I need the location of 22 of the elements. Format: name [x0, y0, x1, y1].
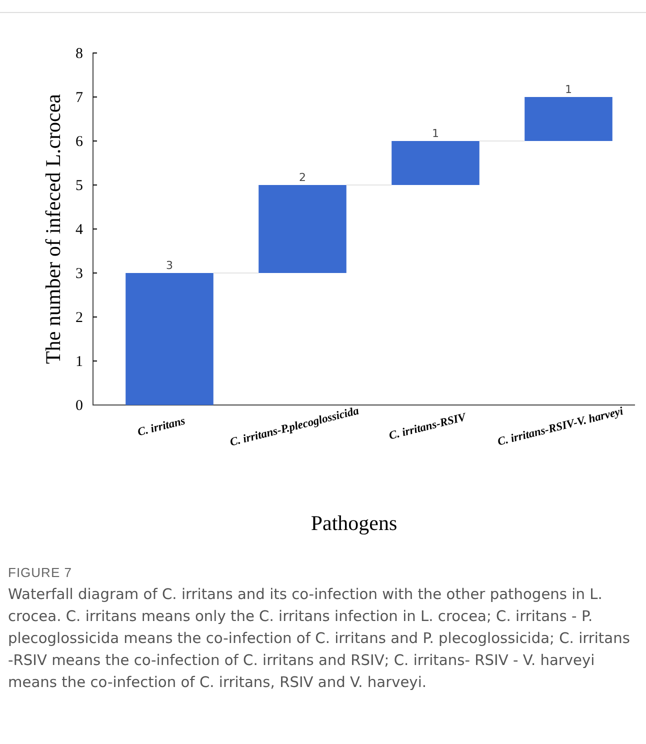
- y-tick-label: 8: [76, 46, 83, 62]
- bar: [258, 185, 346, 273]
- bar: [126, 273, 214, 405]
- y-tick-label: 0: [76, 398, 83, 414]
- x-tick-label: C. irritans: [136, 415, 188, 439]
- data-label: 2: [299, 171, 306, 184]
- y-tick-label: 1: [76, 354, 83, 370]
- data-label: 1: [432, 127, 439, 140]
- y-tick-label: 4: [76, 222, 84, 238]
- y-tick-label: 5: [76, 178, 83, 194]
- y-tick-label: 7: [76, 90, 84, 106]
- data-label: 3: [166, 259, 173, 272]
- text: Waterfall diagram of C. irritans and its co-infection with the other pathogens in L. crocea. C. irritans means only the C. irritans infection in L. crocea; C. irritans - P. plecoglossicida means the co-infection of C. irritans and P. plecoglossicida; C. irritans -RSIV means the co-infection of C. irritans and RSIV; C. irritans- RSIV - V. harveyi means the co-infection of C. irritans, RSIV and V. harveyi.: [8, 585, 631, 693]
- data-label: 1: [565, 83, 572, 96]
- bar: [524, 97, 612, 141]
- caption: FIGURE 7: [8, 565, 72, 580]
- y-tick-label: 3: [76, 266, 83, 282]
- x-axis-title: Pathogens: [310, 511, 398, 535]
- bar: [392, 141, 480, 185]
- y-axis-title: The number of infeced L.crocea: [41, 93, 65, 364]
- y-tick-label: 6: [76, 134, 84, 150]
- y-tick-label: 2: [76, 310, 83, 326]
